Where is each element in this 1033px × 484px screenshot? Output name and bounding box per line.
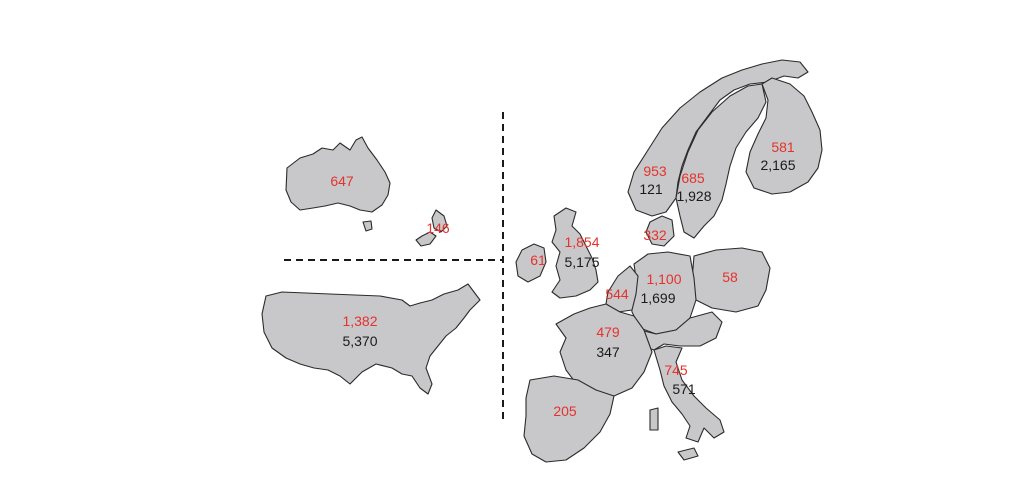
- poland-red-value: 58: [722, 269, 738, 285]
- sicily-shape: [677, 447, 699, 461]
- denmark-red-value: 332: [643, 227, 667, 243]
- sweden-red-value: 685: [681, 170, 705, 186]
- norway-red-value: 953: [643, 163, 667, 179]
- ireland-shape: [515, 243, 547, 283]
- germany-red-value: 1,100: [646, 271, 681, 287]
- iberia-shape: [523, 375, 615, 463]
- denmark-shape: [645, 215, 675, 247]
- spain-red-value: 205: [553, 403, 577, 419]
- uk-black-value: 5,175: [564, 254, 599, 270]
- usa-red-value: 1,382: [342, 313, 377, 329]
- tasmania-shape: [362, 220, 373, 232]
- uk-shape: [551, 207, 599, 299]
- france-black-value: 347: [596, 344, 620, 360]
- norway-black-value: 121: [639, 181, 663, 197]
- france-red-value: 479: [596, 324, 620, 340]
- central-europe-shape: [639, 311, 723, 351]
- italy-black-value: 571: [672, 381, 696, 397]
- uk-red-value: 1,854: [564, 234, 599, 250]
- italy-red-value: 745: [664, 362, 688, 378]
- italy-shape: [653, 345, 725, 443]
- france-shape: [555, 303, 653, 397]
- new-zealand-south-shape: [415, 231, 437, 247]
- finland-black-value: 2,165: [760, 157, 795, 173]
- benelux-red-value: 544: [605, 286, 629, 302]
- sweden-shape: [675, 83, 767, 239]
- usa-shape: [261, 283, 481, 395]
- sweden-black-value: 1,928: [676, 188, 711, 204]
- australia-red-value: 647: [330, 173, 354, 189]
- australia-shape: [285, 136, 391, 213]
- new-zealand-north-shape: [431, 209, 448, 233]
- germany-black-value: 1,699: [640, 290, 675, 306]
- new-zealand-red-value: 146: [426, 220, 450, 236]
- sardinia-shape: [649, 407, 659, 431]
- finland-red-value: 581: [771, 139, 795, 155]
- usa-black-value: 5,370: [342, 333, 377, 349]
- finland-shape: [745, 77, 823, 195]
- ireland-red-value: 61: [530, 252, 546, 268]
